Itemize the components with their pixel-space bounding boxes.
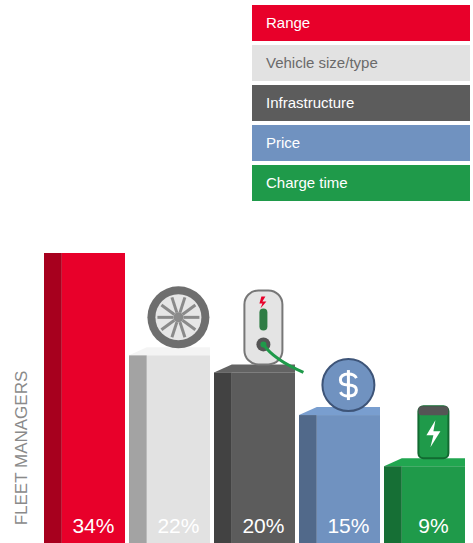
html-text:Price: Price [266,134,301,151]
svg-text:22%: 22% [157,514,199,537]
svg-text:9%: 9% [418,514,448,537]
html-text:Infrastructure: Infrastructure [266,94,355,111]
svg-text:20%: 20% [242,514,284,537]
svg-text:15%: 15% [327,514,369,537]
html-text:Vehicle size/type: Vehicle size/type [266,54,378,71]
svg-text:34%: 34% [72,514,114,537]
html-text:Range: Range [266,14,311,31]
html-text:FLEET MANAGERS: FLEET MANAGERS [12,370,31,526]
html-text:Charge time: Charge time [266,174,348,191]
